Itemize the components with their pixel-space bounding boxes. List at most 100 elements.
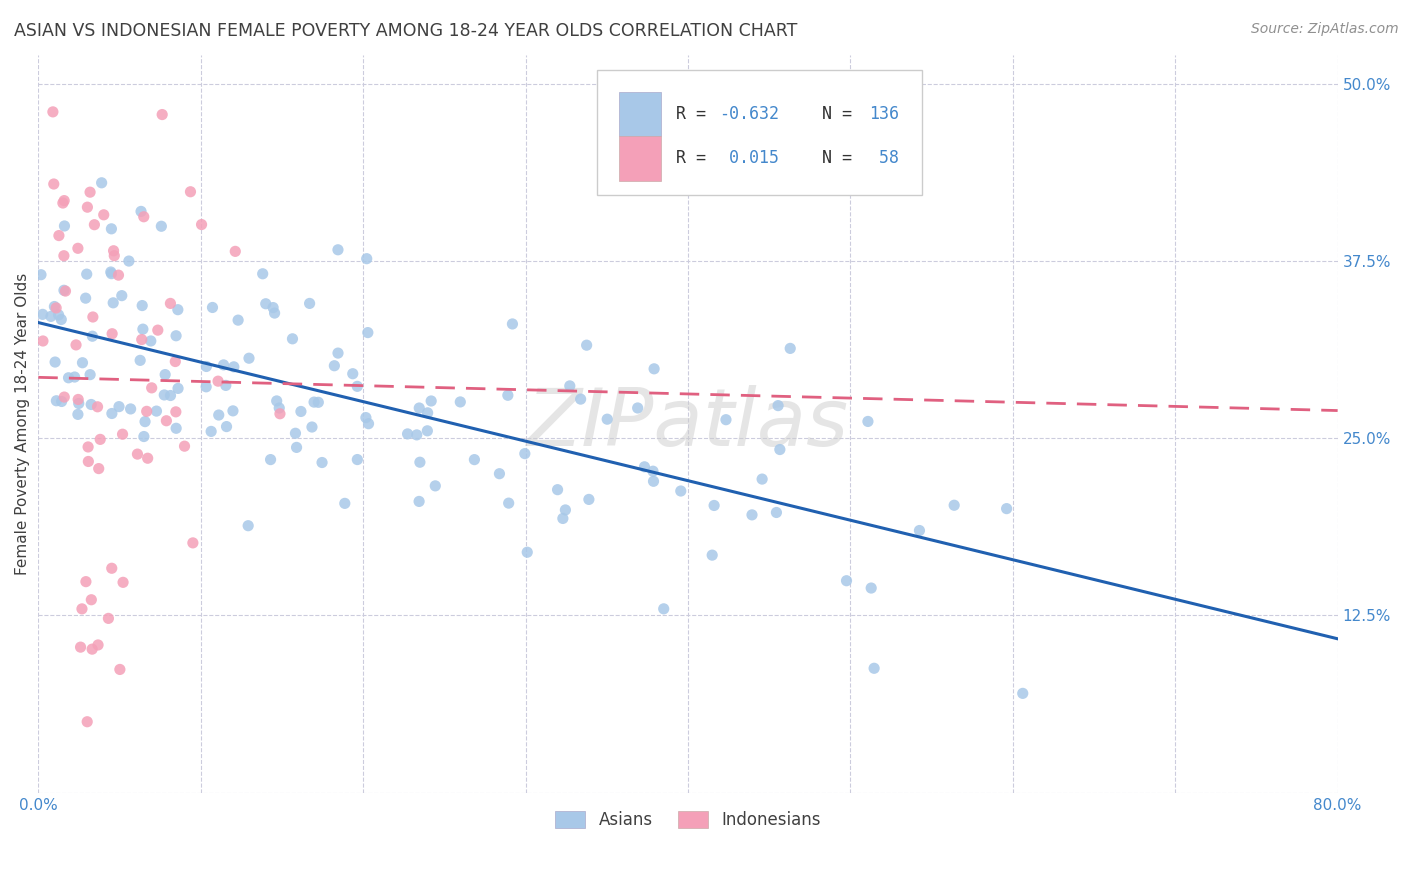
Point	[52, 196, 75, 211]
Point	[120, 401, 142, 416]
Point	[254, 297, 277, 311]
Point	[578, 492, 600, 507]
Point	[420, 394, 443, 409]
Point	[769, 442, 792, 457]
Point	[298, 296, 321, 310]
Point	[44, 300, 66, 314]
Point	[101, 326, 124, 341]
Point	[252, 267, 274, 281]
Point	[200, 425, 222, 439]
Text: R =: R =	[676, 105, 716, 123]
Text: 136: 136	[869, 105, 898, 123]
Point	[513, 447, 536, 461]
Point	[498, 496, 520, 510]
Point	[45, 393, 67, 408]
Point	[44, 355, 66, 369]
Point	[765, 506, 787, 520]
Point	[51, 394, 73, 409]
Point	[76, 714, 98, 729]
Text: Source: ZipAtlas.com: Source: ZipAtlas.com	[1251, 22, 1399, 37]
Point	[100, 265, 122, 279]
Point	[208, 408, 231, 422]
Point	[311, 456, 333, 470]
Point	[863, 661, 886, 675]
Point	[89, 433, 111, 447]
Point	[80, 397, 103, 411]
Point	[30, 268, 52, 282]
Point	[67, 396, 90, 410]
Point	[703, 499, 725, 513]
Point	[259, 452, 281, 467]
Point	[146, 323, 169, 337]
Point	[281, 332, 304, 346]
Point	[222, 404, 245, 418]
Point	[333, 496, 356, 510]
Point	[155, 414, 177, 428]
Point	[547, 483, 569, 497]
Point	[72, 356, 94, 370]
Point	[131, 333, 153, 347]
Point	[135, 404, 157, 418]
Point	[1011, 686, 1033, 700]
Y-axis label: Female Poverty Among 18-24 Year Olds: Female Poverty Among 18-24 Year Olds	[15, 273, 30, 575]
Point	[118, 254, 141, 268]
Point	[48, 228, 70, 243]
Point	[285, 441, 308, 455]
Point	[166, 302, 188, 317]
Point	[269, 401, 291, 415]
Point	[134, 415, 156, 429]
Point	[342, 367, 364, 381]
Point	[90, 176, 112, 190]
Point	[87, 461, 110, 475]
Point	[101, 407, 124, 421]
Point	[195, 380, 218, 394]
Point	[39, 310, 62, 324]
Point	[425, 479, 447, 493]
FancyBboxPatch shape	[619, 136, 661, 180]
Point	[408, 494, 430, 508]
Point	[569, 392, 592, 406]
Point	[290, 404, 312, 418]
Point	[165, 405, 187, 419]
Point	[779, 342, 801, 356]
Point	[302, 395, 325, 409]
Point	[112, 575, 135, 590]
Text: R =: R =	[676, 149, 716, 168]
Point	[409, 455, 432, 469]
Point	[238, 351, 260, 366]
Point	[346, 379, 368, 393]
Point	[226, 313, 249, 327]
Point	[652, 602, 675, 616]
Text: ZIPatlas: ZIPatlas	[527, 384, 849, 463]
Point	[111, 288, 134, 302]
Point	[42, 104, 65, 119]
Point	[575, 338, 598, 352]
Point	[212, 358, 235, 372]
Point	[516, 545, 538, 559]
Point	[48, 308, 70, 322]
Point	[669, 483, 692, 498]
Point	[31, 307, 53, 321]
Point	[356, 252, 378, 266]
Point	[408, 401, 430, 415]
Point	[496, 388, 519, 402]
Point	[131, 299, 153, 313]
Point	[52, 283, 75, 297]
Point	[201, 301, 224, 315]
Point	[82, 642, 104, 657]
Point	[215, 419, 238, 434]
Point	[215, 378, 238, 392]
Point	[165, 328, 187, 343]
Point	[79, 368, 101, 382]
Point	[58, 371, 80, 385]
Point	[100, 222, 122, 236]
Point	[93, 208, 115, 222]
Point	[943, 498, 966, 512]
Point	[643, 361, 665, 376]
Point	[97, 611, 120, 625]
Point	[346, 452, 368, 467]
Point	[82, 310, 104, 324]
Text: 58: 58	[869, 149, 898, 168]
Point	[82, 329, 104, 343]
Point	[132, 429, 155, 443]
